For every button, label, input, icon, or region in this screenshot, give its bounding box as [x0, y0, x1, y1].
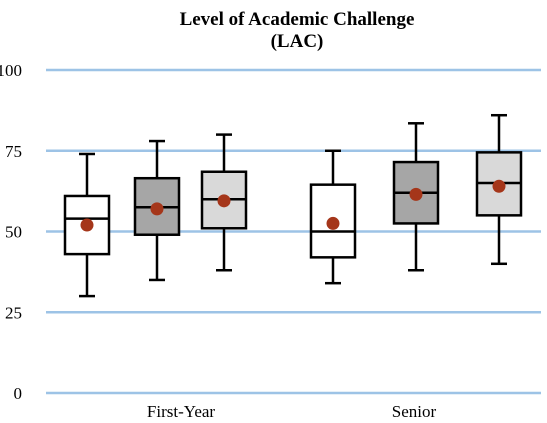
- y-tick-label-75: 75: [5, 142, 22, 161]
- mean-marker: [80, 218, 94, 232]
- box-5: [392, 122, 440, 272]
- y-tick-label-50: 50: [5, 223, 22, 242]
- mean-marker: [217, 194, 231, 208]
- box-6: [475, 113, 523, 266]
- y-tick-label-100: 100: [0, 61, 22, 80]
- mean-marker: [150, 202, 164, 216]
- category-label-first-year: First-Year: [147, 402, 216, 421]
- mean-marker: [409, 187, 423, 201]
- box-iqr: [309, 183, 357, 259]
- box-4: [309, 149, 357, 285]
- box-series: [63, 113, 523, 298]
- x-axis-category-labels: First-Year Senior: [147, 402, 437, 421]
- category-label-senior: Senior: [392, 402, 437, 421]
- box-2: [133, 139, 181, 282]
- chart-title-line-2: (LAC): [271, 31, 324, 52]
- box-1: [63, 152, 111, 298]
- box-3: [200, 133, 248, 272]
- box-iqr: [63, 194, 111, 256]
- chart-title-line-1: Level of Academic Challenge: [180, 9, 415, 30]
- mean-marker: [492, 179, 506, 193]
- y-tick-label-0: 0: [14, 384, 23, 403]
- y-tick-label-25: 25: [5, 303, 22, 322]
- mean-marker: [326, 216, 340, 230]
- gridlines: [46, 68, 541, 395]
- y-axis-tick-labels: 0 25 50 75 100: [0, 61, 22, 403]
